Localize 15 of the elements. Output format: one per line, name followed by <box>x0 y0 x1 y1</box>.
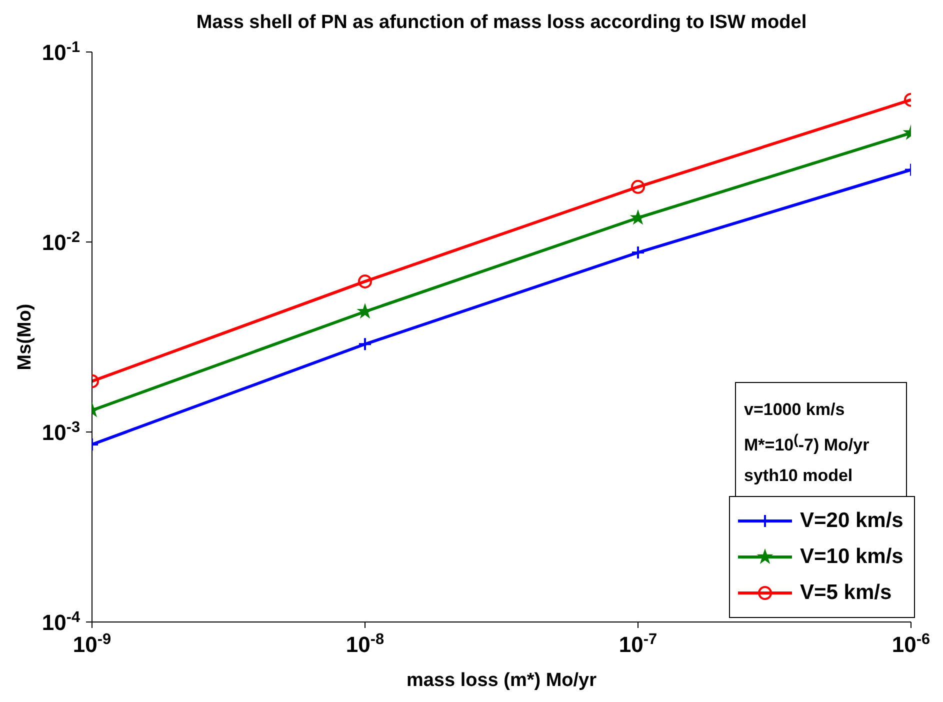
y-tick-label: 10$^{-3}$ <box>42 418 80 445</box>
chart-title: Mass shell of PN as afunction of mass loss according to ISW model <box>195 12 808 34</box>
annotation: M*=10$^{(}$-7) Mo/yr <box>744 431 870 457</box>
annotation: v=1000 km/s <box>744 399 846 421</box>
legend-label: V=20 km/s <box>800 509 904 533</box>
legend-label: V=5 km/s <box>800 581 892 605</box>
x-tick-label: 10$^{-7}$ <box>618 630 658 657</box>
y-tick-label: 10$^{-1}$ <box>42 38 80 65</box>
y-tick-label: 10$^{-2}$ <box>42 228 80 255</box>
x-axis-title: mass loss (m*) Mo/yr <box>406 670 598 691</box>
x-tick-label: 10$^{-6}$ <box>892 630 930 657</box>
legend-label: V=10 km/s <box>800 545 904 569</box>
x-tick-label: 10$^{-8}$ <box>346 630 385 657</box>
annotation: syth10 model <box>744 464 854 487</box>
y-axis-title: Ms(Mo) <box>14 304 36 370</box>
